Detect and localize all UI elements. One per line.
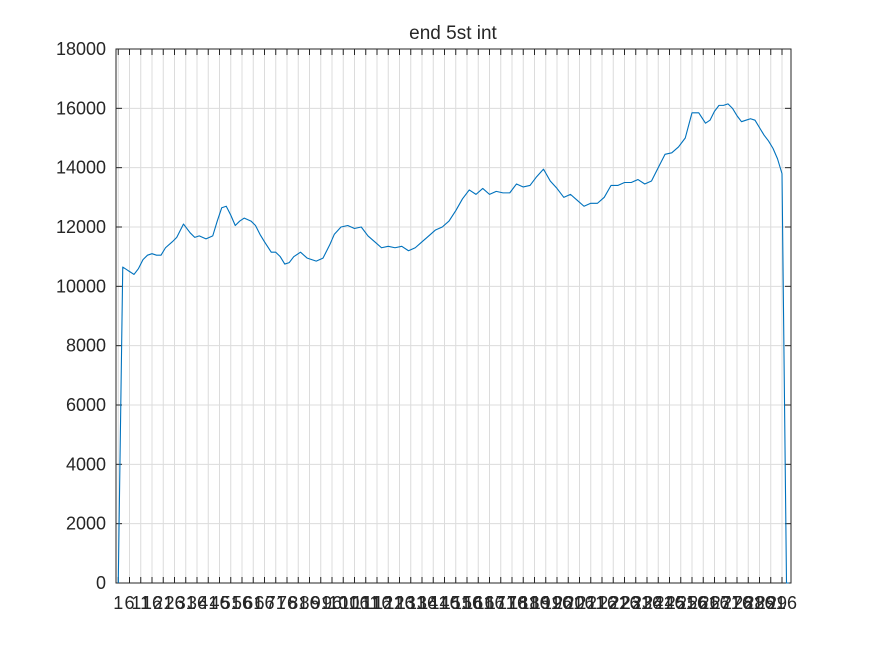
x-tick-label: 86 [299, 593, 319, 613]
x-tick-label: 151 [441, 593, 471, 613]
x-tick-label: 211 [576, 593, 605, 613]
y-tick-label: 2000 [66, 514, 106, 534]
x-tick-label: 6 [124, 593, 134, 613]
x-tick-label: 101 [328, 593, 358, 613]
x-tick-label: 1 [113, 593, 123, 613]
y-tick-label: 4000 [66, 454, 106, 474]
x-tick-label: 31 [176, 593, 196, 613]
x-tick-label: 181 [508, 593, 538, 613]
x-tick-label: 226 [609, 593, 639, 613]
y-tick-label: 12000 [56, 217, 106, 237]
x-tick-label: 91 [311, 593, 331, 613]
y-tick-label: 18000 [56, 39, 106, 59]
x-tick-label: 21 [153, 593, 173, 613]
x-tick-label: 166 [474, 593, 504, 613]
x-tick-label: 196 [542, 593, 572, 613]
chart-title: end 5st int [409, 23, 497, 44]
x-tick-label: 51 [221, 593, 241, 613]
x-tick-label: 66 [254, 593, 274, 613]
x-tick-label: 61 [243, 593, 263, 613]
y-tick-label: 0 [96, 573, 106, 593]
x-tick-label: 266 [699, 593, 729, 613]
x-tick-label: 56 [232, 593, 252, 613]
x-tick-label: 146 [429, 593, 459, 613]
x-tick-label: 276 [722, 593, 752, 613]
x-tick-label: 206 [564, 593, 594, 613]
x-tick-label: 216 [587, 593, 617, 613]
y-tick-label: 6000 [66, 395, 106, 415]
x-tick-label: 236 [632, 593, 662, 613]
series-layer [117, 103, 789, 584]
x-tick-label: 286 [744, 593, 774, 613]
x-tick-label: 121 [373, 593, 403, 613]
x-tick-label: 126 [384, 593, 414, 613]
grid-lines [116, 49, 791, 583]
x-tick-label: 11 [131, 593, 150, 613]
x-tick-label: 221 [598, 593, 628, 613]
series-line-0 [117, 103, 789, 584]
x-tick-label: 26 [164, 593, 184, 613]
x-tick-label: 131 [396, 593, 426, 613]
x-tick-label: 231 [621, 593, 651, 613]
x-tick-label: 271 [711, 593, 741, 613]
axis-ticks [116, 48, 791, 584]
x-tick-label: 251 [666, 593, 696, 613]
x-tick-label: 201 [553, 593, 583, 613]
x-tick-label: 111 [352, 593, 379, 613]
x-tick-label: 161 [463, 593, 493, 613]
x-tick-label: 36 [187, 593, 207, 613]
x-tick-label: 176 [497, 593, 527, 613]
x-tick-label: 76 [277, 593, 297, 613]
x-tick-label: 46 [209, 593, 229, 613]
x-tick-label: 106 [339, 593, 369, 613]
x-tick-label: 41 [198, 593, 218, 613]
x-tick-label: 281 [733, 593, 763, 613]
y-tick-label: 8000 [66, 336, 106, 356]
x-tick-label: 141 [418, 593, 448, 613]
x-tick-label: 291 [756, 593, 786, 613]
x-tick-label: 16 [142, 593, 162, 613]
y-tick-label: 10000 [56, 276, 106, 296]
y-tick-label: 14000 [56, 158, 106, 178]
plot-axes-frame [115, 48, 792, 584]
x-tick-label: 171 [486, 593, 516, 613]
x-tick-label: 96 [322, 593, 342, 613]
x-tick-label: 71 [266, 593, 286, 613]
x-tick-labels: 1 611162126313641465156616671768186919610… [113, 593, 797, 613]
x-tick-label: 116 [363, 593, 392, 613]
x-tick-label: 296 [767, 593, 797, 613]
y-tick-label: 16000 [56, 98, 106, 118]
x-tick-label: 81 [288, 593, 308, 613]
y-tick-labels: 0 2000 4000 6000 8000 10000 12000 14000 16000 180… [56, 39, 106, 593]
x-tick-label: 136 [407, 593, 437, 613]
x-tick-label: 186 [519, 593, 549, 613]
x-tick-label: 256 [677, 593, 707, 613]
x-tick-label: 156 [452, 593, 482, 613]
x-tick-label: 246 [654, 593, 684, 613]
x-tick-label: 191 [531, 593, 561, 613]
x-tick-label: 241 [643, 593, 673, 613]
x-tick-label: 261 [688, 593, 718, 613]
